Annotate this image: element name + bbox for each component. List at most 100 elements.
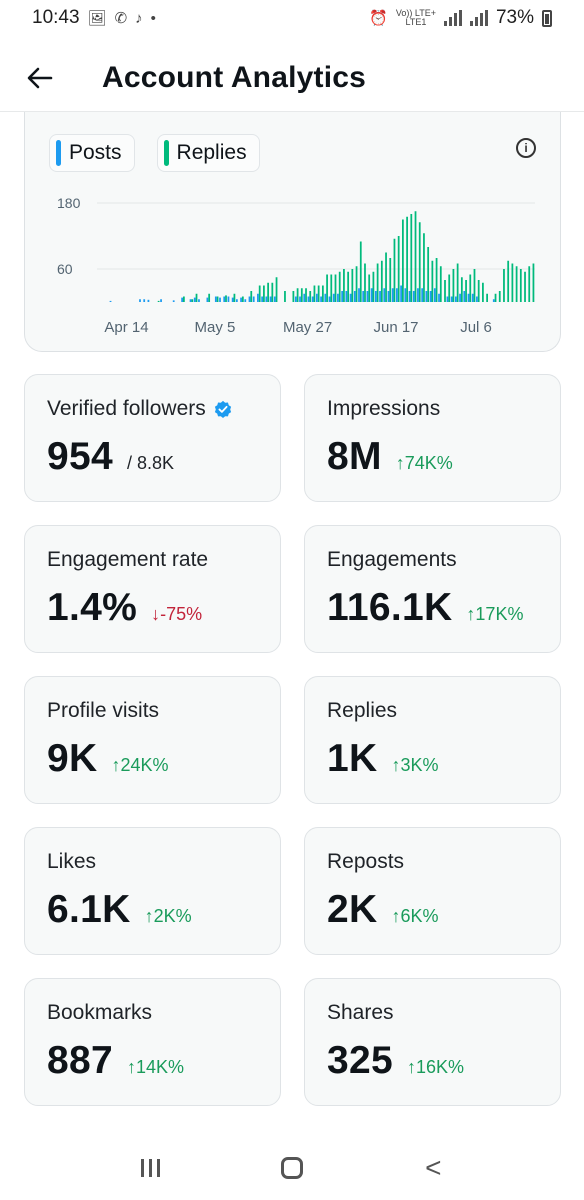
bar-replies bbox=[267, 282, 269, 302]
bar-posts bbox=[421, 288, 424, 302]
bar-replies bbox=[393, 238, 396, 302]
stat-value: 9K bbox=[47, 737, 98, 780]
bar-replies bbox=[401, 219, 404, 302]
stat-label: Bookmarks bbox=[47, 1001, 153, 1024]
bar-replies bbox=[225, 295, 227, 302]
bar-posts bbox=[248, 296, 251, 302]
bar-replies bbox=[195, 293, 198, 302]
stat-label-text: Verified followers bbox=[47, 397, 206, 420]
bar-posts bbox=[383, 288, 386, 302]
stat-card-engagement-rate[interactable]: Engagement rate 1.4% ↓-75% bbox=[24, 525, 281, 653]
bar-posts bbox=[172, 300, 175, 302]
bar-posts bbox=[345, 291, 348, 302]
status-dot: • bbox=[150, 9, 156, 27]
stat-total: / 8.8K bbox=[126, 453, 175, 473]
bar-replies bbox=[309, 291, 312, 302]
bar-posts bbox=[404, 288, 407, 302]
bar-posts bbox=[433, 288, 436, 302]
stat-card-likes[interactable]: Likes 6.1K ↑2K% bbox=[24, 827, 281, 955]
bar-replies bbox=[258, 285, 261, 302]
system-back-button[interactable]: < bbox=[403, 1143, 463, 1193]
info-glyph: i bbox=[524, 141, 528, 155]
legend-replies-label: Replies bbox=[176, 141, 247, 164]
y-tick-label: 180 bbox=[57, 195, 81, 211]
stat-row: 325 ↑16K% bbox=[327, 1039, 538, 1083]
stat-label: Likes bbox=[47, 850, 97, 873]
bar-replies bbox=[503, 269, 505, 302]
stat-delta: ↑16K% bbox=[406, 1057, 465, 1077]
x-tick-label: May 5 bbox=[194, 319, 235, 336]
alarm-icon: ⏰ bbox=[369, 10, 388, 27]
bar-posts bbox=[362, 291, 365, 302]
stat-delta: ↑2K% bbox=[144, 906, 192, 926]
bar-replies bbox=[343, 269, 345, 302]
bar-replies bbox=[477, 280, 480, 302]
stat-row: 116.1K ↑17K% bbox=[327, 586, 538, 630]
bar-replies bbox=[460, 277, 463, 302]
bar-replies bbox=[528, 266, 531, 302]
bar-replies bbox=[389, 258, 392, 302]
stat-card-replies[interactable]: Replies 1K ↑3K% bbox=[304, 676, 561, 804]
gallery-icon: 🖼 bbox=[87, 10, 107, 27]
x-tick-label: Jul 6 bbox=[460, 319, 492, 336]
bar-replies bbox=[359, 241, 362, 302]
bar-replies bbox=[321, 285, 324, 302]
bar-posts bbox=[198, 299, 200, 302]
stat-row: 954 / 8.8K bbox=[47, 435, 258, 479]
legend-posts[interactable]: Posts bbox=[49, 134, 135, 172]
bar-posts bbox=[471, 293, 474, 302]
x-tick-label: Apr 14 bbox=[104, 319, 148, 336]
bar-replies bbox=[498, 291, 501, 302]
bar-replies bbox=[313, 285, 316, 302]
bar-posts bbox=[476, 296, 478, 302]
bar-posts bbox=[193, 297, 196, 302]
stat-card-shares[interactable]: Shares 325 ↑16K% bbox=[304, 978, 561, 1106]
stat-label: Verified followers bbox=[47, 397, 258, 421]
stat-card-impressions[interactable]: Impressions 8M ↑74K% bbox=[304, 374, 561, 502]
bar-posts bbox=[400, 285, 402, 302]
recent-apps-button[interactable] bbox=[121, 1143, 181, 1193]
bar-replies bbox=[406, 216, 408, 302]
bar-posts bbox=[358, 288, 360, 302]
bar-posts bbox=[341, 291, 344, 302]
stat-card-engagements[interactable]: Engagements 116.1K ↑17K% bbox=[304, 525, 561, 653]
stat-value: 325 bbox=[327, 1039, 393, 1082]
stat-value: 116.1K bbox=[327, 586, 453, 629]
info-icon[interactable]: i bbox=[516, 138, 536, 158]
stat-label: Profile visits bbox=[47, 699, 160, 722]
arrow-left-icon bbox=[27, 67, 53, 88]
legend-replies[interactable]: Replies bbox=[156, 134, 260, 172]
recent-apps-icon bbox=[141, 1159, 161, 1177]
status-right: ⏰ Vo)) LTE+ LTE1 73% bbox=[369, 7, 552, 29]
back-button[interactable] bbox=[0, 44, 80, 112]
network-top: Vo)) LTE+ bbox=[395, 8, 436, 18]
stat-value: 1.4% bbox=[47, 586, 138, 629]
bar-replies bbox=[515, 266, 518, 302]
back-icon: < bbox=[425, 1152, 442, 1183]
stat-card-verified-followers[interactable]: Verified followers 954 / 8.8K bbox=[24, 374, 281, 502]
status-time: 10:43 bbox=[32, 7, 80, 28]
bar-posts bbox=[328, 296, 331, 302]
status-bar: 10:43 🖼 ✆ ♪ • ⏰ Vo)) LTE+ LTE1 73% bbox=[0, 0, 584, 36]
bar-replies bbox=[372, 271, 375, 302]
bar-replies bbox=[241, 296, 244, 302]
bar-posts bbox=[425, 291, 428, 302]
page-title: Account Analytics bbox=[102, 60, 367, 94]
bar-posts bbox=[454, 296, 457, 302]
stat-delta: ↓-75% bbox=[151, 604, 203, 624]
stat-card-reposts[interactable]: Reposts 2K ↑6K% bbox=[304, 827, 561, 955]
bar-posts bbox=[147, 299, 150, 302]
stat-card-profile-visits[interactable]: Profile visits 9K ↑24K% bbox=[24, 676, 281, 804]
bar-posts bbox=[294, 296, 297, 302]
bar-replies bbox=[469, 274, 472, 302]
stat-value: 954 bbox=[47, 435, 113, 478]
bar-replies bbox=[208, 293, 211, 302]
home-button[interactable] bbox=[262, 1143, 322, 1193]
bar-replies bbox=[423, 233, 425, 302]
stat-row: 1K ↑3K% bbox=[327, 737, 538, 781]
bar-posts bbox=[324, 293, 327, 302]
stat-card-bookmarks[interactable]: Bookmarks 887 ↑14K% bbox=[24, 978, 281, 1106]
bar-posts bbox=[139, 299, 141, 302]
stat-label: Engagement rate bbox=[47, 548, 209, 571]
stat-row: 9K ↑24K% bbox=[47, 737, 258, 781]
